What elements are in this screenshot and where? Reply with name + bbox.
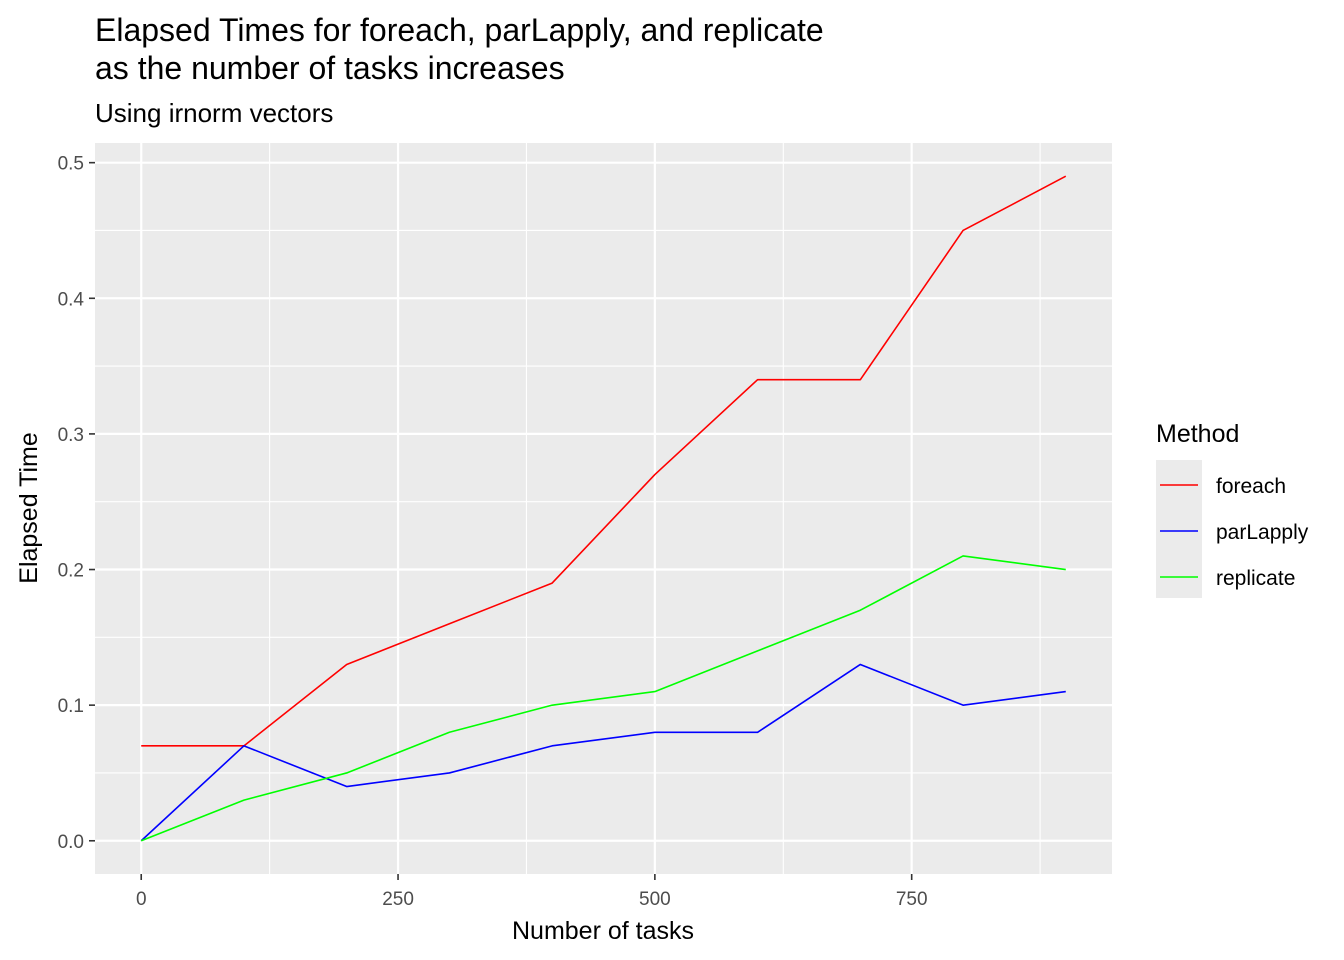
chart-title-line-2: as the number of tasks increases [95,50,565,86]
legend-label-parLapply: parLapply [1216,521,1309,544]
series-line-replicate [140,555,1066,842]
x-tick-label: 250 [382,889,414,910]
x-axis: 0 250 500 750 [136,874,928,910]
legend-items: foreach parLapply replicate [1160,475,1309,590]
x-axis-title: Number of tasks [512,917,694,945]
series-line-parLapply [140,663,1066,842]
plot-panel [95,143,1112,874]
y-axis-title: Elapsed Time [15,432,43,583]
major-gridlines [95,143,1112,874]
x-tick-label: 750 [896,889,928,910]
legend-key-background [1156,460,1202,598]
chart-title-line-1: Elapsed Times for foreach, parLapply, an… [95,12,824,48]
legend-title: Method [1156,420,1239,448]
legend-label-replicate: replicate [1216,567,1295,590]
legend: Method foreach parLapply replicate [1156,420,1309,598]
y-axis: 0.0 0.1 0.2 0.3 0.4 0.5 [58,154,95,853]
series-lines [140,175,1067,842]
y-tick-label: 0.3 [58,425,84,446]
y-tick-label: 0.5 [58,154,84,175]
y-tick-label: 0.2 [58,561,84,582]
y-tick-label: 0.0 [58,832,84,853]
y-tick-label: 0.1 [58,696,84,717]
x-tick-label: 500 [639,889,671,910]
chart-subtitle: Using irnorm vectors [95,98,333,128]
y-tick-label: 0.4 [58,289,85,310]
x-tick-label: 0 [136,889,147,910]
series-line-foreach [141,175,1067,747]
legend-label-foreach: foreach [1216,475,1286,498]
minor-gridlines [95,143,1112,874]
